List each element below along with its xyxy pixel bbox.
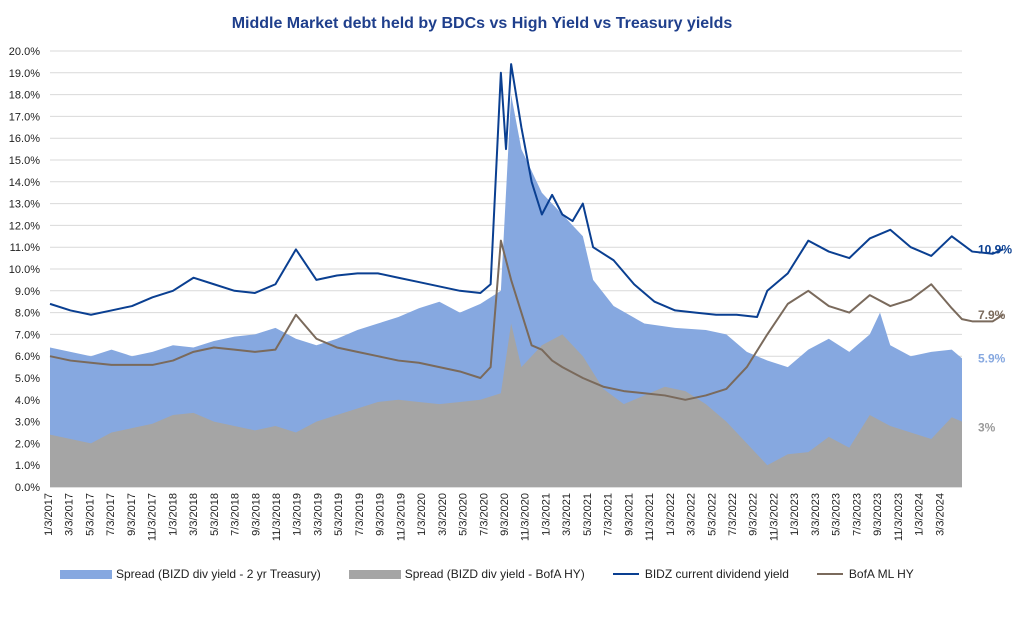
y-tick-label: 9.0%	[15, 286, 40, 298]
x-tick-label: 7/3/2023	[851, 493, 863, 536]
x-tick-label: 5/3/2018	[209, 493, 221, 536]
legend: Spread (BIZD div yield - 2 yr Treasury) …	[60, 567, 942, 581]
x-tick-label: 11/3/2019	[395, 493, 407, 541]
legend-item-spread-treasury: Spread (BIZD div yield - 2 yr Treasury)	[60, 567, 321, 581]
x-tick-label: 11/3/2017	[147, 493, 159, 541]
x-tick-label: 11/3/2022	[768, 493, 780, 541]
end-label-spread-bizd-div-yield-bofa-hy: 3%	[978, 421, 996, 435]
end-label-bofa-ml-hy: 7.9%	[978, 308, 1006, 322]
chart-title: Middle Market debt held by BDCs vs High …	[232, 15, 733, 32]
legend-label: Spread (BIZD div yield - BofA HY)	[404, 567, 585, 581]
x-tick-label: 5/3/2019	[333, 493, 345, 536]
legend-label: Spread (BIZD div yield - 2 yr Treasury)	[116, 567, 321, 581]
area-spread-bizd-div-yield-bofa-hy	[50, 323, 962, 487]
x-tick-label: 7/3/2019	[354, 493, 366, 536]
legend-swatch	[348, 569, 401, 579]
x-tick-label: 7/3/2017	[105, 493, 117, 536]
y-tick-label: 18.0%	[9, 90, 40, 102]
x-tick-label: 7/3/2022	[727, 493, 739, 536]
x-tick-label: 9/3/2019	[375, 493, 387, 536]
legend-swatch	[816, 573, 843, 575]
legend-swatch	[60, 569, 112, 579]
x-tick-label: 9/3/2018	[250, 493, 262, 536]
x-tick-label: 1/3/2017	[43, 493, 55, 536]
y-tick-label: 5.0%	[15, 373, 40, 385]
legend-label: BofA ML HY	[848, 567, 914, 581]
y-tick-label: 6.0%	[15, 351, 40, 363]
x-tick-label: 5/3/2023	[831, 493, 843, 536]
x-tick-label: 1/3/2020	[416, 493, 428, 536]
x-tick-label: 1/3/2018	[167, 493, 179, 536]
x-tick-label: 7/3/2020	[478, 493, 490, 536]
x-tick-label: 1/3/2023	[789, 493, 801, 536]
x-tick-label: 3/3/2019	[312, 493, 324, 536]
legend-item-bidz-yield: BIDZ current dividend yield	[612, 567, 789, 581]
x-tick-label: 3/3/2024	[934, 493, 946, 536]
x-tick-label: 7/3/2018	[230, 493, 242, 536]
x-tick-label: 1/3/2022	[665, 493, 677, 536]
legend-item-spread-hy: Spread (BIZD div yield - BofA HY)	[348, 567, 585, 581]
plot-lines	[49, 63, 1004, 401]
line-bofa-ml-hy	[49, 239, 1004, 401]
x-tick-label: 5/3/2017	[84, 493, 96, 536]
end-labels: 5.9% 3% 10.9% 7.9%	[978, 242, 1012, 434]
x-tick-label: 7/3/2021	[603, 493, 615, 536]
x-tick-label: 3/3/2022	[686, 493, 698, 536]
x-tick-label: 9/3/2020	[499, 493, 511, 536]
end-label-bidz-current-dividend-yield: 10.9%	[978, 242, 1012, 256]
y-tick-label: 19.0%	[9, 68, 40, 80]
legend-item-bofa-hy: BofA ML HY	[816, 567, 914, 581]
x-tick-label: 5/3/2021	[582, 493, 594, 536]
line-bidz-current-dividend-yield	[49, 63, 1004, 318]
x-tick-label: 5/3/2022	[706, 493, 718, 536]
y-tick-label: 10.0%	[9, 264, 40, 276]
x-tick-label: 3/3/2021	[561, 493, 573, 536]
y-tick-label: 11.0%	[10, 242, 41, 254]
x-tick-label: 9/3/2021	[623, 493, 635, 536]
y-tick-label: 20.0%	[9, 46, 40, 58]
x-tick-label: 9/3/2022	[748, 493, 760, 536]
legend-label: BIDZ current dividend yield	[644, 567, 789, 581]
x-axis-ticks: 1/3/2017 3/3/2017 5/3/2017 7/3/2017 9/3/2017…	[43, 493, 946, 541]
area-spread-bizd-div-yield-2-yr-treasury	[50, 94, 962, 487]
end-label-spread-bizd-div-yield-2-yr-treasury: 5.9%	[978, 351, 1006, 365]
x-tick-label: 1/3/2021	[540, 493, 552, 536]
y-tick-label: 8.0%	[15, 308, 40, 320]
y-tick-label: 12.0%	[9, 220, 40, 232]
y-tick-label: 16.0%	[9, 133, 40, 145]
y-tick-label: 13.0%	[9, 199, 40, 211]
x-tick-label: 3/3/2018	[188, 493, 200, 536]
y-axis-ticks: 0.0% 1.0% 2.0% 3.0% 4.0% 5.0% 6.0% 7.0% 8.0% 9.0%…	[9, 46, 40, 494]
x-tick-label: 5/3/2020	[458, 493, 470, 536]
y-tick-label: 3.0%	[15, 417, 40, 429]
y-tick-label: 15.0%	[9, 155, 40, 167]
y-tick-label: 4.0%	[15, 395, 40, 407]
y-tick-label: 2.0%	[15, 438, 40, 450]
x-tick-label: 9/3/2023	[872, 493, 884, 536]
x-tick-label: 3/3/2017	[64, 493, 76, 536]
y-tick-label: 7.0%	[15, 329, 40, 341]
legend-swatch	[612, 573, 639, 575]
x-tick-label: 1/3/2019	[292, 493, 304, 536]
x-tick-label: 3/3/2023	[810, 493, 822, 536]
x-tick-label: 9/3/2017	[126, 493, 138, 536]
y-tick-label: 14.0%	[9, 177, 40, 189]
y-tick-label: 0.0%	[15, 482, 40, 494]
x-tick-label: 11/3/2023	[893, 493, 905, 541]
x-tick-label: 11/3/2020	[520, 493, 532, 541]
x-tick-label: 11/3/2021	[644, 493, 656, 541]
x-tick-label: 11/3/2018	[271, 493, 283, 541]
y-tick-label: 17.0%	[9, 111, 40, 123]
y-tick-label: 1.0%	[15, 460, 40, 472]
plot-areas	[50, 94, 962, 487]
x-tick-label: 3/3/2020	[437, 493, 449, 536]
x-tick-label: 1/3/2024	[914, 493, 926, 536]
